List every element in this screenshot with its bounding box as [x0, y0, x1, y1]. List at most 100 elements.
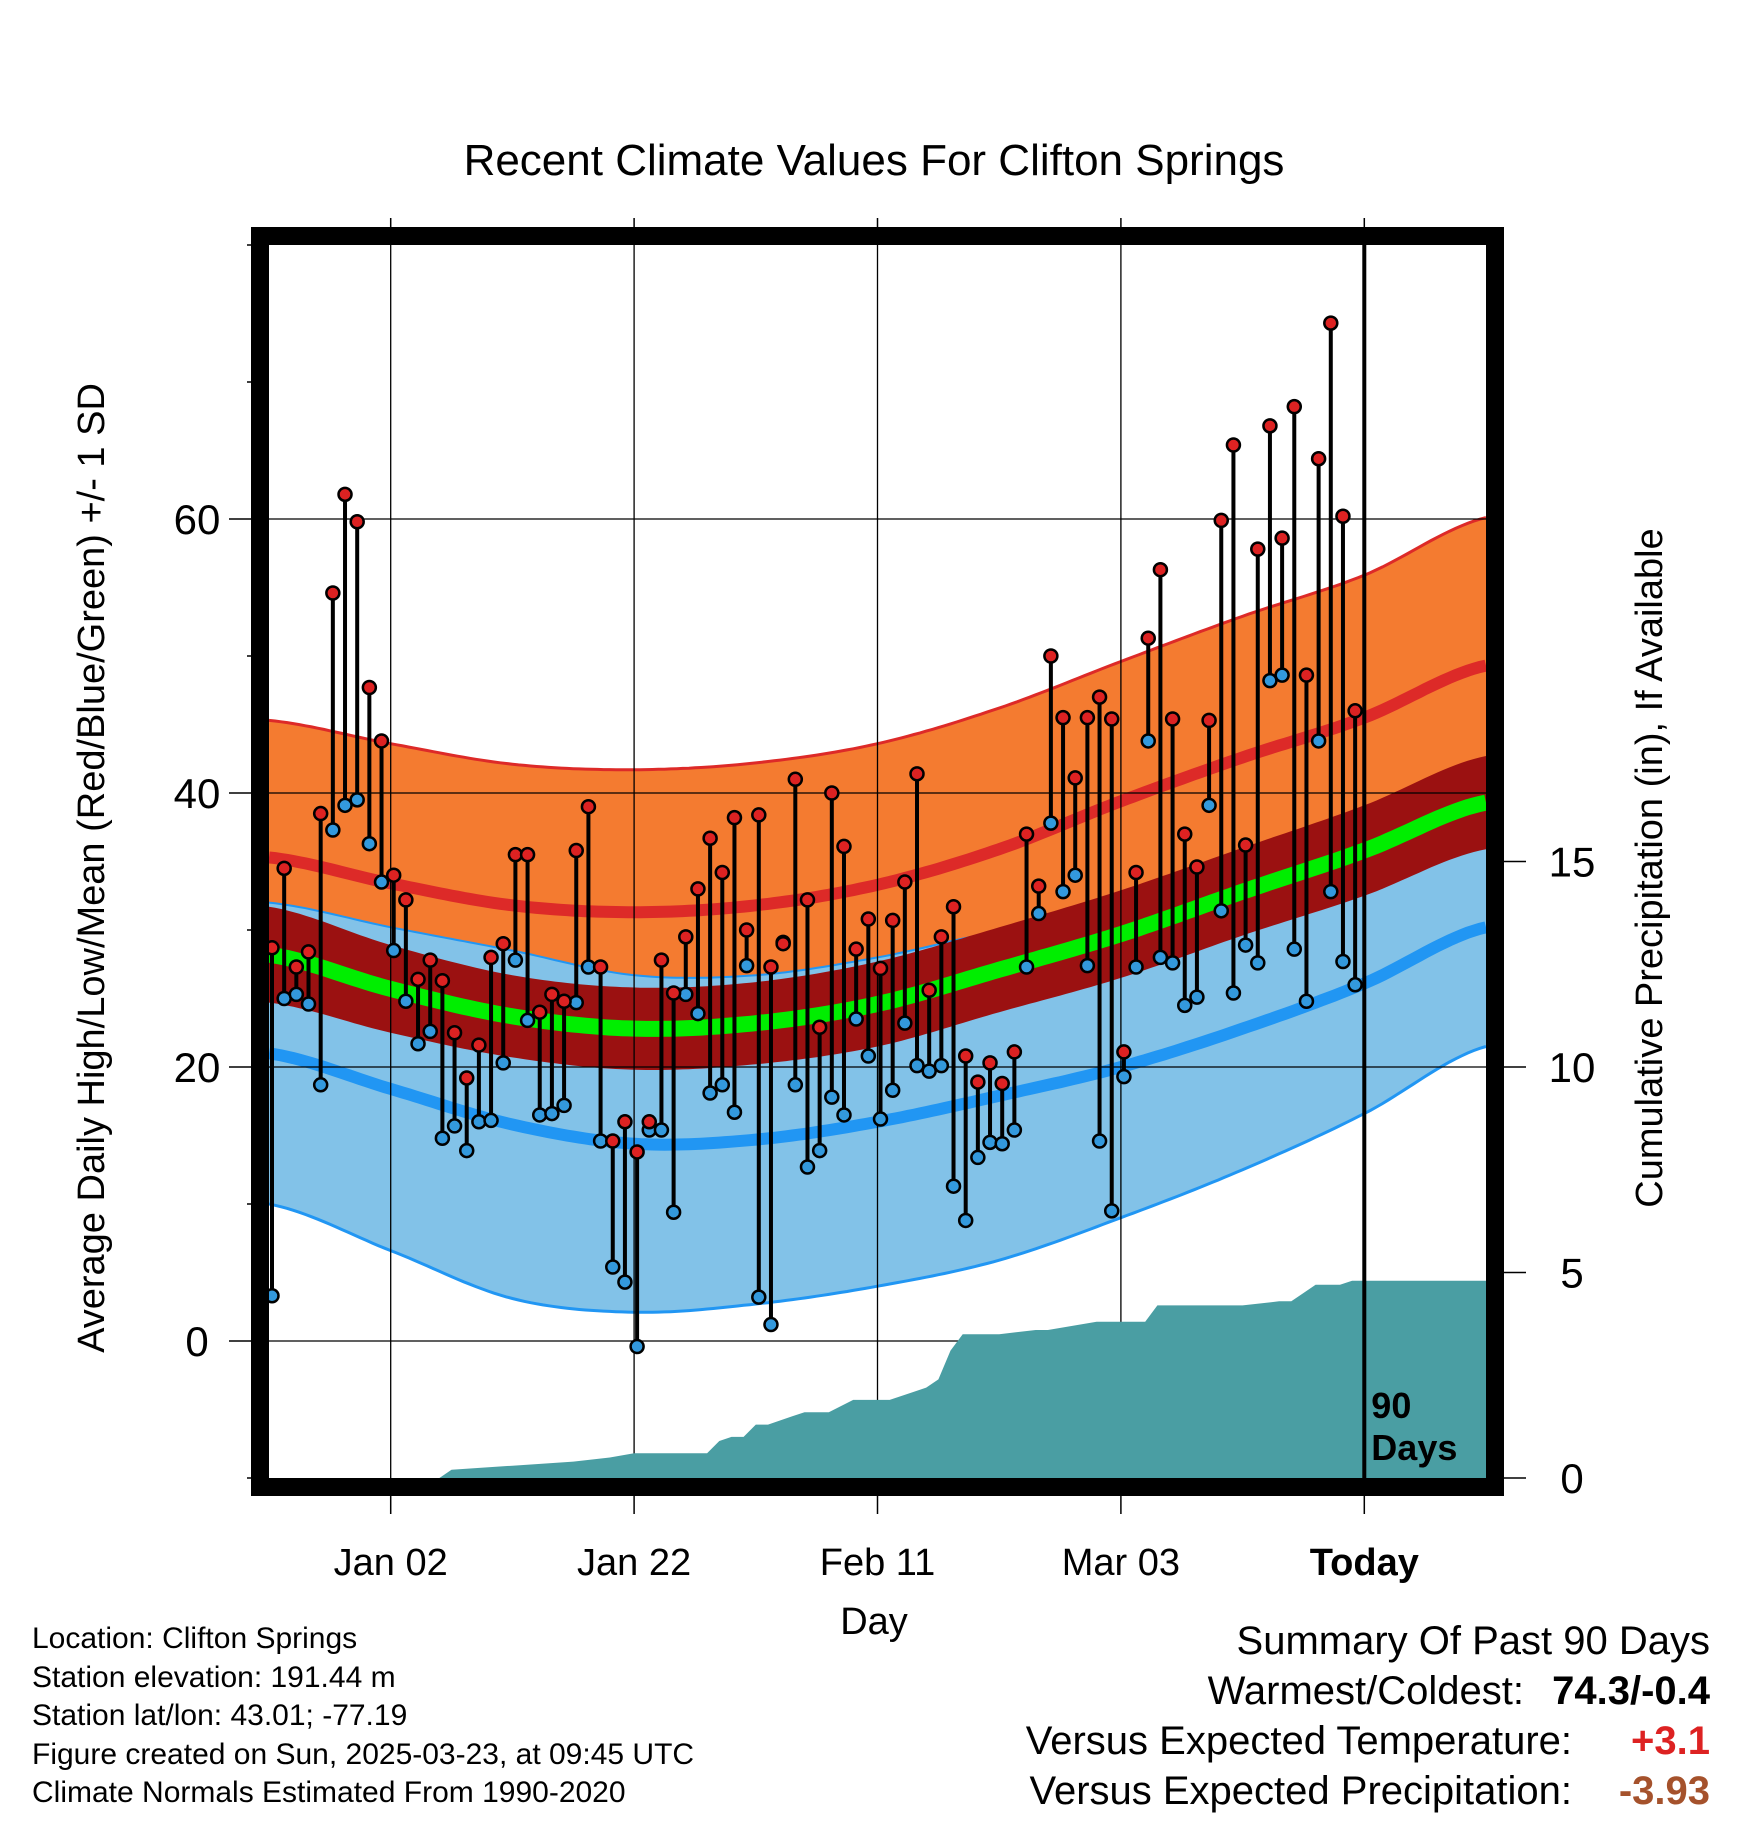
y2-tick-label: 0 [1560, 1455, 1583, 1502]
obs-high-point [1055, 709, 1071, 726]
obs-high-point [1177, 826, 1193, 842]
obs-high-point [1237, 837, 1254, 853]
obs-high-point [860, 911, 877, 927]
y-tick-label: 60 [174, 496, 221, 543]
obs-high-point [690, 881, 706, 897]
temp-anomaly-label: Versus Expected Temperature: [1025, 1719, 1572, 1763]
obs-low-point [1164, 955, 1181, 971]
obs-high-point [1298, 667, 1315, 683]
obs-low-point [1103, 1203, 1120, 1219]
obs-high-point [1225, 437, 1242, 453]
obs-low-point [872, 1111, 889, 1127]
obs-high-point [909, 766, 925, 782]
precip-anomaly-label: Versus Expected Precipitation: [1029, 1769, 1572, 1813]
obs-high-point [483, 949, 499, 966]
obs-high-point [471, 1037, 487, 1053]
obs-low-point [751, 1289, 767, 1305]
obs-high-point [933, 929, 950, 945]
obs-high-point [1152, 561, 1169, 578]
obs-high-point [300, 944, 317, 960]
obs-low-point [288, 986, 305, 1003]
obs-high-point [738, 922, 755, 938]
observations-group [264, 315, 1363, 1355]
obs-low-point [860, 1048, 877, 1064]
obs-high-point [422, 952, 438, 968]
obs-low-point [994, 1135, 1010, 1152]
y2-tick-label: 5 [1560, 1250, 1583, 1297]
latlon-text: Station lat/lon: 43.01; -77.19 [32, 1699, 408, 1732]
obs-low-point [824, 1089, 840, 1105]
obs-high-point [811, 1019, 828, 1036]
obs-high-point [629, 1144, 645, 1160]
obs-low-point [446, 1118, 463, 1134]
obs-high-point [702, 830, 718, 846]
obs-low-point [1055, 883, 1071, 900]
obs-high-point [1067, 770, 1083, 786]
obs-low-point [373, 874, 390, 890]
warmest-coldest-value: 74.3/-0.4 [1552, 1669, 1710, 1713]
obs-high-point [945, 898, 962, 915]
obs-high-point [276, 860, 292, 877]
created-text: Figure created on Sun, 2025-03-23, at 09… [32, 1737, 695, 1771]
obs-high-point [1189, 859, 1205, 875]
x-tick-label: Feb 11 [820, 1542, 935, 1584]
obs-high-point [1274, 530, 1290, 546]
obs-high-point [1140, 630, 1156, 646]
obs-low-point [349, 792, 365, 808]
obs-low-point [763, 1316, 779, 1333]
obs-low-point [1335, 953, 1351, 970]
y2-tick-label: 15 [1549, 839, 1596, 886]
x-tick-label: Mar 03 [1062, 1542, 1180, 1584]
obs-high-point [775, 935, 791, 952]
obs-low-point [799, 1159, 816, 1175]
obs-low-point [325, 822, 341, 838]
obs-high-point [1323, 315, 1339, 331]
obs-low-point [1225, 985, 1242, 1001]
obs-low-point [385, 942, 402, 959]
obs-high-point [410, 971, 426, 988]
obs-high-point [373, 733, 390, 749]
summary-panel: Summary Of Past 90 Days Warmest/Coldest:… [1026, 1616, 1710, 1816]
precip-anomaly-value: -3.93 [1618, 1769, 1710, 1813]
obs-low-point [945, 1178, 962, 1194]
obs-low-point [884, 1082, 901, 1099]
obs-low-point [738, 957, 755, 974]
obs-high-point [325, 585, 341, 601]
obs-low-point [300, 996, 317, 1012]
x-tick-label: Today [1310, 1542, 1419, 1584]
obs-high-point [1164, 711, 1181, 727]
obs-low-point [848, 1011, 864, 1027]
obs-low-point [1189, 989, 1205, 1005]
obs-low-point [629, 1338, 645, 1355]
obs-low-point [921, 1063, 937, 1079]
y-axis-label: Average Daily High/Low/Mean (Red/Blue/Gr… [71, 383, 113, 1353]
obs-high-point [1043, 648, 1059, 664]
obs-high-point [1213, 512, 1230, 529]
obs-low-point [410, 1035, 426, 1052]
obs-high-point [544, 986, 560, 1003]
obs-high-point [1310, 450, 1327, 467]
obs-low-point [519, 1012, 536, 1029]
obs-low-point [1067, 867, 1083, 883]
obs-high-point [1347, 703, 1363, 719]
obs-high-point [957, 1048, 974, 1064]
obs-high-point [994, 1075, 1010, 1092]
grid-lines [269, 245, 1486, 1478]
obs-high-point [970, 1074, 986, 1090]
obs-low-point [665, 1204, 682, 1220]
obs-low-point [653, 1122, 670, 1138]
station-info: Location: Clifton Springs Station elevat… [32, 1620, 694, 1813]
obs-high-point [446, 1025, 463, 1041]
obs-low-point [495, 1055, 511, 1071]
obs-high-point [617, 1114, 633, 1130]
obs-low-point [909, 1057, 925, 1074]
obs-low-point [1250, 955, 1266, 971]
obs-high-point [787, 771, 804, 788]
obs-high-point [1201, 712, 1217, 729]
obs-high-point [385, 867, 402, 883]
obs-high-point [1079, 709, 1096, 726]
obs-low-point [1286, 941, 1303, 957]
obs-high-point [531, 1004, 548, 1020]
obs-low-point [337, 797, 353, 814]
